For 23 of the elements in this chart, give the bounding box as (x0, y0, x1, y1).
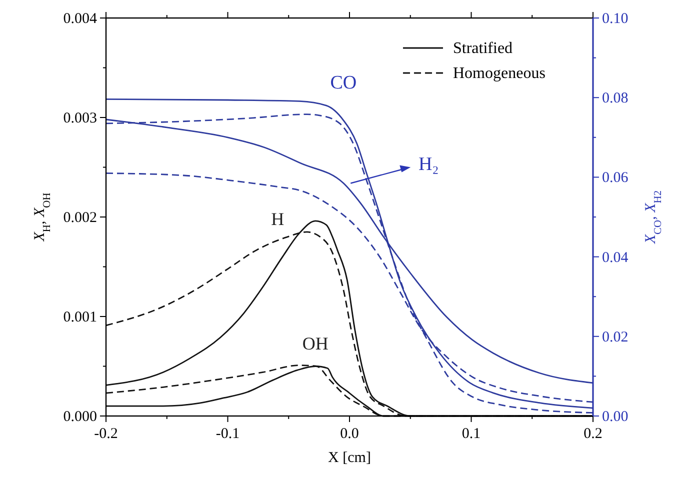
annotation: OH (302, 333, 328, 354)
annotation: H (271, 208, 284, 229)
x-tick-label: -0.2 (94, 426, 118, 442)
y2-tick-label: 0.04 (602, 250, 629, 266)
y2-tick-label: 0.10 (602, 11, 628, 27)
y2-tick-label: 0.06 (602, 170, 629, 186)
y-tick-label: 0.002 (63, 210, 97, 226)
legend-label: Homogeneous (453, 65, 546, 82)
x-tick-label: 0.1 (462, 426, 481, 442)
y-tick-label: 0.000 (63, 409, 97, 425)
y-tick-label: 0.001 (63, 310, 97, 326)
x-tick-label: 0.0 (340, 426, 359, 442)
y2-tick-label: 0.00 (602, 409, 628, 425)
y2-tick-label: 0.02 (602, 329, 628, 346)
annotation: H₂ (418, 154, 439, 176)
y-tick-label: 0.004 (63, 11, 98, 27)
annotation: CO (330, 72, 357, 94)
x-tick-label: 0.2 (584, 426, 602, 442)
y2-tick-label: 0.08 (602, 90, 628, 107)
x-tick-label: -0.1 (216, 426, 240, 442)
x-axis-title: X [cm] (328, 450, 371, 466)
y-tick-label: 0.003 (63, 110, 97, 126)
legend-label: Stratified (453, 40, 513, 57)
